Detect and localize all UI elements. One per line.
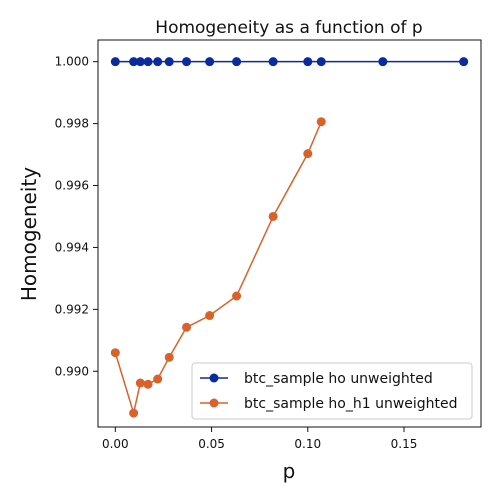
legend-box <box>191 362 473 420</box>
legend-label-series-1: btc_sample ho_h1 unweighted <box>244 396 458 412</box>
series-1-point-1 <box>129 408 139 418</box>
series-1-point-10 <box>303 149 313 159</box>
series-layer <box>110 57 469 418</box>
series-0-point-11 <box>316 57 326 67</box>
x-axis-ticks: 0.00 0.05 0.10 0.15 <box>102 427 417 451</box>
series-0-point-0 <box>110 57 120 67</box>
y-tick-label-3: 0.996 <box>55 179 89 193</box>
series-1 <box>110 117 326 418</box>
y-tick-label-2: 0.994 <box>55 240 89 254</box>
legend-marker-series-1 <box>209 398 219 408</box>
series-0-point-4 <box>153 57 163 67</box>
x-tick-label-3: 0.15 <box>391 437 418 451</box>
legend-label-series-0: btc_sample ho unweighted <box>244 371 433 387</box>
legend-marker-series-0 <box>209 373 219 383</box>
series-1-point-3 <box>143 379 153 389</box>
series-1-point-7 <box>205 311 215 321</box>
chart-title: Homogeneity as a function of p <box>155 18 422 38</box>
y-tick-label-4: 0.998 <box>55 117 89 131</box>
series-0-point-7 <box>205 57 215 67</box>
series-0-point-3 <box>143 57 153 67</box>
series-0-point-1 <box>129 57 139 67</box>
series-0-point-8 <box>232 57 242 67</box>
series-1-point-8 <box>232 291 242 301</box>
x-axis-label: p <box>283 459 296 483</box>
series-0-point-10 <box>303 57 313 67</box>
series-0-point-5 <box>164 57 174 67</box>
series-0-point-9 <box>268 57 278 67</box>
y-axis-ticks: 0.990 0.992 0.994 0.996 0.998 1.000 <box>55 55 98 378</box>
series-0 <box>110 57 469 67</box>
series-0-point-6 <box>182 57 192 67</box>
y-tick-label-0: 0.990 <box>55 364 89 378</box>
series-1-point-5 <box>164 352 174 362</box>
y-tick-label-1: 0.992 <box>55 302 89 316</box>
series-1-point-2 <box>135 378 145 388</box>
y-axis-label: Homogeneity <box>17 167 41 301</box>
legend: btc_sample ho unweighted btc_sample ho_h… <box>191 362 473 420</box>
series-0-point-2 <box>135 57 145 67</box>
x-tick-label-1: 0.05 <box>198 437 225 451</box>
series-1-point-11 <box>316 117 326 127</box>
series-1-point-4 <box>153 374 163 384</box>
plot-frame <box>97 39 482 428</box>
series-0-point-12 <box>378 57 388 67</box>
x-tick-label-0: 0.00 <box>102 437 129 451</box>
series-1-point-0 <box>110 348 120 358</box>
series-1-line <box>114 121 322 417</box>
series-1-point-9 <box>268 211 278 221</box>
x-tick-label-2: 0.10 <box>294 437 321 451</box>
y-tick-label-5: 1.000 <box>55 55 89 69</box>
series-1-point-6 <box>182 322 192 332</box>
series-0-point-13 <box>459 57 469 67</box>
